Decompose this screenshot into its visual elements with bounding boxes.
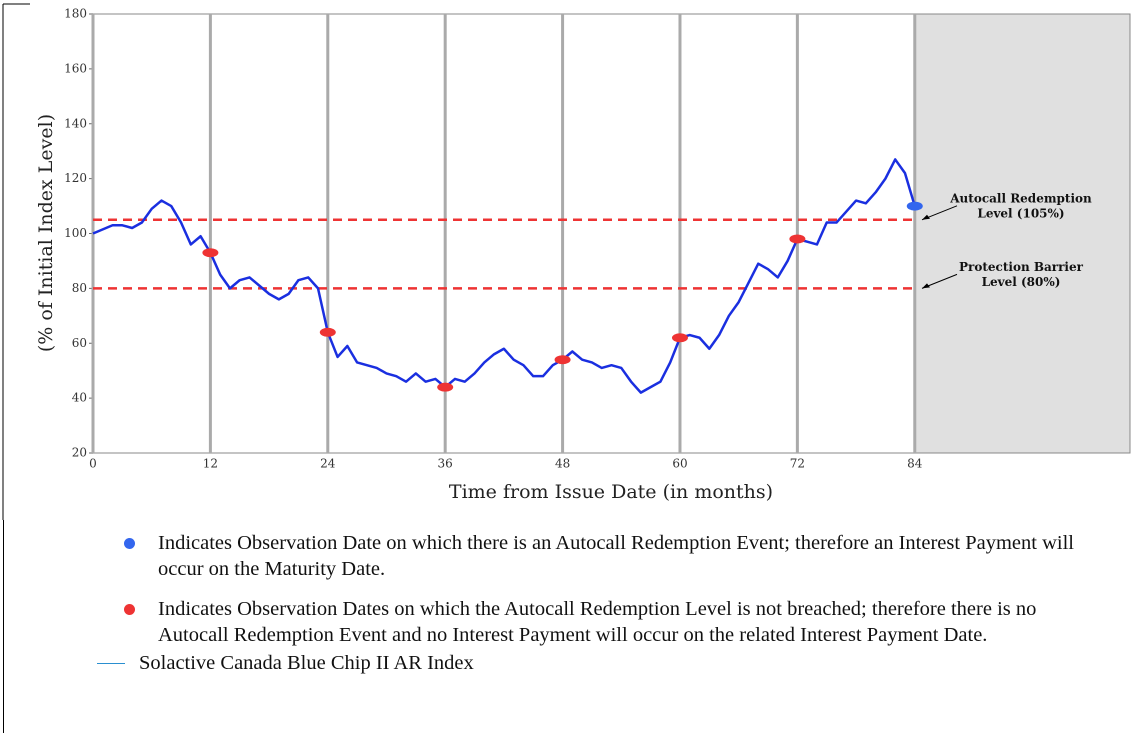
y-tick-label: 180 (64, 7, 87, 21)
y-tick-label: 80 (72, 281, 87, 295)
x-tick-label: 12 (203, 457, 218, 471)
y-tick-label: 140 (64, 116, 87, 130)
arrow-head (922, 283, 930, 289)
x-tick-label: 36 (438, 457, 453, 471)
y-tick-label: 60 (72, 336, 87, 350)
reference-label: Level (105%) (977, 206, 1064, 220)
y-tick-label: 100 (64, 226, 87, 240)
legend-line (97, 663, 125, 664)
observation-marker (202, 248, 219, 258)
chart: Time from Issue Date (in months) (% of I… (2, 3, 1131, 520)
reference-label: Protection Barrier (959, 260, 1084, 274)
reference-label: Autocall Redemption (949, 191, 1092, 205)
x-tick-label: 84 (907, 457, 923, 471)
legend-note: Indicates Observation Dates on which the… (95, 596, 1105, 648)
legend-dot (124, 604, 135, 615)
reference-label: Level (80%) (982, 275, 1061, 289)
x-tick-label: 72 (790, 457, 805, 471)
observation-marker (906, 201, 923, 211)
legend-text: Solactive Canada Blue Chip II AR Index (139, 652, 474, 674)
x-tick-label: 24 (320, 457, 336, 471)
x-tick-label: 48 (555, 457, 570, 471)
observation-marker (789, 234, 806, 244)
shaded-region (914, 14, 1130, 453)
y-tick-label: 20 (72, 446, 87, 460)
observation-marker (554, 355, 571, 365)
legend-dot (124, 538, 135, 549)
observation-marker (671, 333, 688, 343)
observation-marker (437, 382, 454, 392)
frame-left-lower (3, 520, 4, 733)
x-tick-label: 60 (672, 457, 687, 471)
y-tick-label: 120 (64, 171, 87, 185)
y-axis-title: (% of Initial Index Level) (35, 114, 57, 352)
legend-entry: Solactive Canada Blue Chip II AR Index (95, 650, 1105, 676)
legend-note: Indicates Observation Date on which ther… (95, 530, 1105, 582)
legend-text: Indicates Observation Dates on which the… (158, 598, 1037, 646)
x-axis-title: Time from Issue Date (in months) (449, 481, 773, 503)
legend-text: Indicates Observation Date on which ther… (158, 532, 1074, 580)
index-line (92, 158, 916, 394)
observation-marker (319, 327, 336, 337)
arrow-head (922, 214, 930, 220)
legend: Indicates Observation Date on which ther… (95, 530, 1105, 690)
y-tick-label: 40 (72, 391, 87, 405)
x-tick-label: 0 (89, 457, 97, 471)
y-tick-label: 160 (64, 61, 87, 75)
